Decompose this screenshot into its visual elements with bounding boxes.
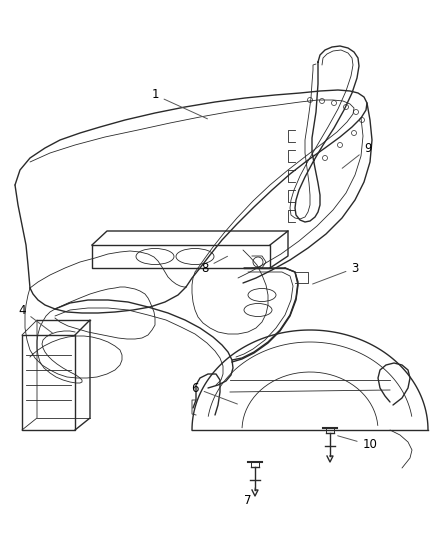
- Text: 3: 3: [313, 262, 359, 284]
- Text: 4: 4: [18, 303, 53, 333]
- Text: 8: 8: [201, 256, 227, 274]
- Text: 1: 1: [151, 88, 208, 119]
- Text: 10: 10: [338, 436, 378, 451]
- Text: 9: 9: [342, 141, 372, 168]
- Text: 7: 7: [244, 488, 255, 506]
- Text: 6: 6: [191, 382, 237, 404]
